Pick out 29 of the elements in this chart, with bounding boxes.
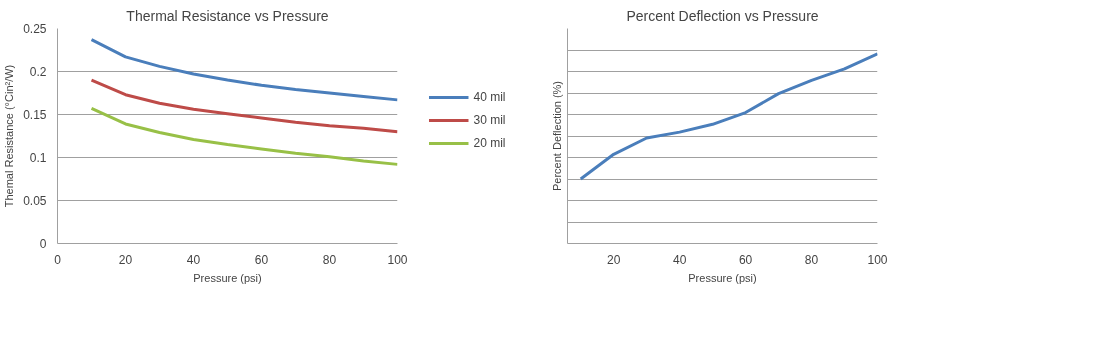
y-tick-label: 0.2 [29, 65, 47, 79]
line-series [90, 78, 398, 134]
x-tick-label: 0 [54, 252, 62, 267]
y-tick-label: 0.15 [23, 108, 47, 122]
legend-label: 40 mil [473, 89, 506, 104]
x-tick-label: 20 [118, 252, 133, 267]
x-tick-label: 40 [672, 252, 687, 267]
y-axis-title: Percent Deflection (%) [550, 80, 563, 192]
line-series [90, 38, 398, 102]
x-tick-label: 20 [607, 252, 621, 267]
x-tick-label: 40 [186, 252, 201, 267]
line-series [90, 106, 398, 166]
y-tick-label: 0.25 [23, 22, 47, 36]
x-tick-label: 60 [254, 252, 269, 267]
legend-label: 30 mil [473, 112, 506, 127]
x-tick-label: 80 [322, 252, 337, 267]
chart-title: Percent Deflection vs Pressure [626, 7, 819, 24]
x-tick-label: 100 [867, 252, 888, 267]
legend-label: 20 mil [473, 135, 506, 150]
x-axis-title: Pressure (psi) [688, 271, 757, 284]
y-tick-label: 0 [39, 237, 47, 251]
x-tick-label: 80 [804, 252, 819, 267]
y-tick-label: 0.05 [23, 194, 47, 208]
y-tick-label: 0.1 [29, 151, 47, 165]
x-tick-label: 100 [387, 252, 408, 267]
x-tick-label: 60 [738, 252, 753, 267]
chart-title: Thermal Resistance vs Pressure [126, 7, 329, 24]
y-axis-title: Themal Resistance (°Cin²/W) [3, 64, 16, 208]
x-axis-title: Pressure (psi) [193, 271, 262, 284]
